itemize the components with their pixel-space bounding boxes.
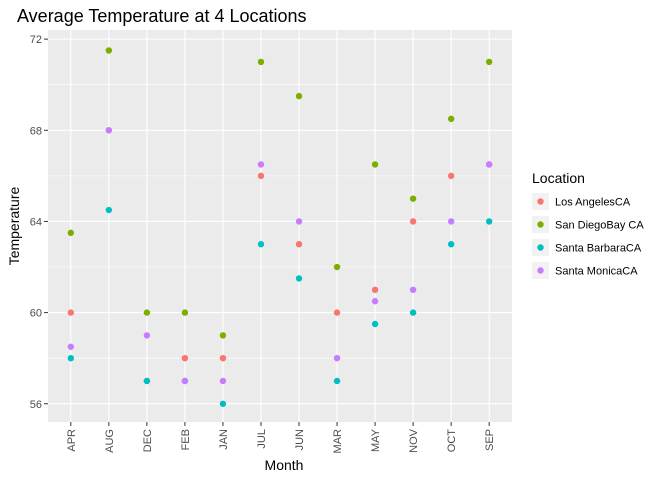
legend-marker xyxy=(537,198,544,205)
data-point xyxy=(219,400,227,407)
x-axis: APR AUG DEC FEB JAN JUL JUN MAR MAY NOV OCT SEP xyxy=(66,422,496,453)
y-tick-label: 68 xyxy=(30,125,42,137)
data-point xyxy=(181,309,189,316)
legend-label: Santa MonicaCA xyxy=(555,266,638,278)
data-point xyxy=(409,218,417,225)
x-tick-label: FEB xyxy=(180,429,192,450)
data-point xyxy=(485,218,493,225)
data-point xyxy=(447,115,455,123)
x-tick-label: DEC xyxy=(142,429,154,452)
data-point xyxy=(371,298,379,305)
data-point xyxy=(295,275,303,282)
legend-label: San DiegoBay CA xyxy=(555,220,644,232)
data-point xyxy=(67,229,75,237)
data-point xyxy=(67,354,75,362)
y-axis-title: Temperature xyxy=(6,186,22,265)
data-point xyxy=(447,172,455,180)
data-point xyxy=(409,195,417,202)
data-point xyxy=(219,377,227,385)
y-tick-label: 72 xyxy=(30,34,42,46)
x-tick-label: APR xyxy=(66,429,78,452)
data-point xyxy=(257,161,265,168)
legend: Location Los AngelesCA San DiegoBay CA San… xyxy=(532,170,644,279)
x-tick-label: AUG xyxy=(104,429,116,453)
data-point xyxy=(143,309,151,316)
data-point xyxy=(371,161,379,168)
data-point xyxy=(333,377,341,385)
data-point xyxy=(485,58,493,66)
y-axis: 56 60 64 68 72 xyxy=(30,34,48,411)
x-tick-label: SEP xyxy=(484,429,496,451)
x-axis-title: Month xyxy=(265,457,304,473)
chart-title: Average Temperature at 4 Locations xyxy=(17,6,307,26)
data-point xyxy=(143,377,151,385)
legend-marker xyxy=(537,244,544,251)
data-point xyxy=(295,92,303,100)
data-point xyxy=(181,354,189,362)
data-point xyxy=(447,218,455,225)
data-point xyxy=(295,241,303,248)
data-point xyxy=(219,354,227,362)
data-point xyxy=(409,309,417,316)
x-tick-label: MAY xyxy=(370,428,382,452)
data-point xyxy=(447,241,455,248)
data-point xyxy=(257,172,265,180)
data-point xyxy=(143,332,151,339)
data-point xyxy=(67,343,75,350)
x-tick-label: JUL xyxy=(256,429,268,449)
data-point xyxy=(371,286,379,294)
data-point xyxy=(333,309,341,316)
x-tick-label: MAR xyxy=(332,429,344,454)
data-point xyxy=(295,218,303,225)
x-tick-label: OCT xyxy=(446,429,458,453)
data-point xyxy=(67,309,75,316)
x-tick-label: JUN xyxy=(294,429,306,450)
data-point xyxy=(371,320,379,328)
data-point xyxy=(257,241,265,248)
minor-gridlines xyxy=(48,84,512,359)
data-point xyxy=(105,127,113,134)
legend-title: Location xyxy=(532,170,585,186)
y-tick-label: 56 xyxy=(30,399,42,411)
y-tick-label: 64 xyxy=(30,216,42,228)
data-points xyxy=(67,47,493,407)
data-point xyxy=(409,286,417,294)
x-tick-label: NOV xyxy=(408,428,420,453)
data-point xyxy=(333,263,341,271)
data-point xyxy=(181,377,189,385)
y-tick-label: 60 xyxy=(30,308,42,320)
legend-label: Los AngelesCA xyxy=(555,197,631,209)
data-point xyxy=(333,354,341,362)
data-point xyxy=(485,161,493,168)
data-point xyxy=(257,58,265,66)
x-tick-label: JAN xyxy=(218,429,230,450)
legend-label: Santa BarbaraCA xyxy=(555,243,642,255)
legend-marker xyxy=(537,267,544,274)
data-point xyxy=(105,47,113,54)
data-point xyxy=(219,332,227,339)
legend-marker xyxy=(537,221,544,228)
plot-panel xyxy=(48,30,512,422)
data-point xyxy=(105,206,113,214)
